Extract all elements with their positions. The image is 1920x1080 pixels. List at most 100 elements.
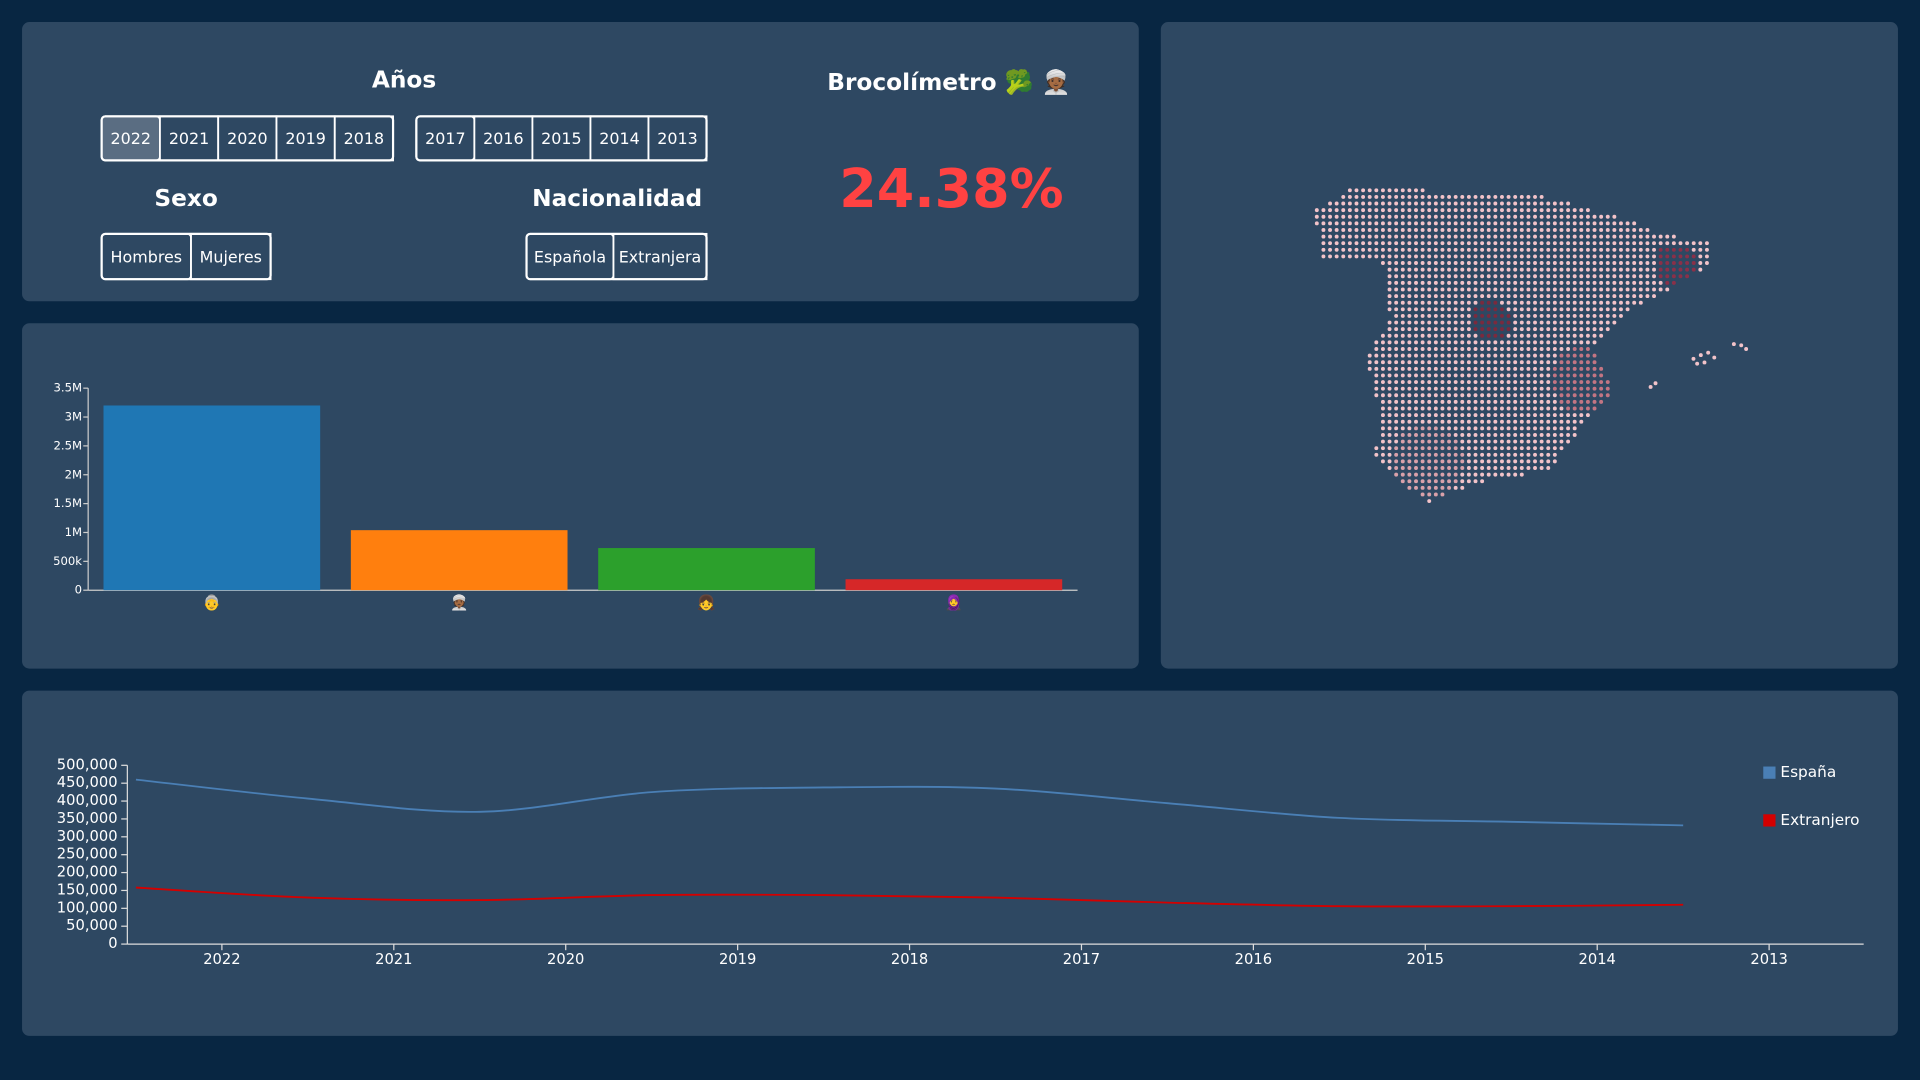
map-dot — [1440, 380, 1445, 384]
map-dot — [1407, 472, 1412, 477]
map-dot — [1427, 479, 1432, 484]
map-dot — [1433, 386, 1438, 391]
map-dot — [1440, 439, 1445, 444]
filter-button-label[interactable]: 2013 — [657, 129, 697, 148]
filter-button-label[interactable]: 2017 — [425, 129, 465, 148]
map-dot — [1605, 300, 1610, 305]
filter-button-label[interactable]: 2016 — [483, 129, 523, 148]
map-dot — [1493, 340, 1498, 345]
map-dot — [1572, 280, 1577, 285]
map-dot — [1400, 247, 1405, 252]
map-dot — [1420, 313, 1425, 318]
map-dot — [1592, 393, 1597, 398]
map-dot — [1585, 287, 1590, 292]
map-dot — [1533, 380, 1537, 384]
map-dot — [1506, 452, 1511, 457]
filter-button[interactable] — [333, 115, 394, 162]
map-dot — [1559, 333, 1564, 338]
map-dot — [1433, 360, 1438, 365]
map-dot — [1698, 261, 1703, 265]
map-dot — [1380, 373, 1385, 378]
map-dot — [1572, 234, 1577, 239]
map-dot — [1480, 340, 1485, 345]
filter-button-label[interactable]: 2021 — [169, 129, 209, 148]
map-dot — [1394, 280, 1399, 285]
map-dot — [1698, 353, 1703, 358]
map-dot — [1526, 234, 1531, 239]
map-dot — [1704, 261, 1709, 265]
map-dot — [1579, 360, 1584, 365]
map-dot — [1599, 274, 1604, 279]
map-dot — [1480, 274, 1485, 279]
filter-button-label[interactable]: 2015 — [541, 129, 581, 148]
map-dot — [1460, 267, 1465, 272]
map-dot — [1380, 452, 1385, 457]
map-dot — [1440, 280, 1445, 285]
map-dot — [1625, 228, 1630, 232]
map-dot — [1592, 380, 1597, 384]
map-dot — [1380, 221, 1385, 226]
map-dot — [1539, 287, 1544, 292]
filter-button-label[interactable]: Extranjera — [619, 247, 702, 266]
map-dot — [1619, 241, 1623, 246]
map-dot — [1500, 294, 1504, 299]
map-dot — [1374, 386, 1379, 391]
map-dot — [1420, 399, 1425, 404]
map-dot — [1394, 353, 1399, 358]
map-dot — [1526, 327, 1531, 332]
map-dot — [1394, 406, 1399, 411]
map-dot — [1513, 294, 1518, 299]
map-dot — [1407, 366, 1412, 371]
filter-button-label[interactable]: 2014 — [599, 129, 639, 148]
map-dot — [1427, 466, 1432, 470]
filter-button[interactable] — [275, 115, 336, 162]
map-dot — [1585, 294, 1590, 299]
map-dot — [1361, 241, 1366, 246]
map-dot — [1473, 307, 1478, 312]
map-dot — [1592, 353, 1597, 358]
map-dot — [1539, 300, 1544, 305]
map-dot — [1546, 267, 1551, 272]
filter-button[interactable] — [217, 115, 278, 162]
filter-button-label[interactable]: 2020 — [227, 129, 267, 148]
map-dot — [1460, 446, 1465, 451]
map-dot — [1420, 492, 1425, 497]
map-dot — [1493, 347, 1498, 351]
filter-button[interactable] — [473, 115, 534, 162]
map-dot — [1559, 241, 1564, 246]
map-dot — [1440, 406, 1445, 411]
map-dot — [1433, 274, 1438, 279]
years-title: Años — [372, 66, 436, 93]
filter-button-label[interactable]: 2018 — [344, 129, 384, 148]
map-dot — [1665, 234, 1670, 239]
map-dot — [1473, 241, 1478, 246]
filter-button-label[interactable]: 2019 — [285, 129, 325, 148]
map-dot — [1579, 333, 1584, 338]
map-dot — [1645, 287, 1650, 292]
map-dot — [1354, 241, 1359, 246]
map-dot — [1367, 366, 1372, 371]
map-dot — [1539, 234, 1544, 239]
map-dot — [1473, 194, 1478, 199]
map-dot — [1414, 194, 1418, 199]
map-dot — [1506, 214, 1511, 219]
map-dot — [1420, 234, 1425, 239]
map-dot — [1648, 384, 1653, 389]
map-dot — [1539, 466, 1544, 470]
map-dot — [1347, 221, 1352, 226]
map-dot — [1480, 221, 1485, 226]
map-dot — [1414, 254, 1418, 259]
map-dot — [1400, 466, 1405, 470]
filter-button-label[interactable]: Mujeres — [200, 247, 262, 266]
map-dot — [1367, 194, 1372, 199]
map-dot — [1500, 201, 1504, 206]
map-dot — [1420, 373, 1425, 378]
filter-button-label[interactable]: Hombres — [111, 247, 183, 266]
map-dot — [1466, 247, 1471, 252]
map-dot — [1704, 254, 1709, 259]
map-dot — [1367, 214, 1372, 219]
filter-button-label[interactable]: Española — [534, 247, 606, 266]
filter-button-label[interactable]: 2022 — [111, 129, 151, 148]
map-dot — [1493, 432, 1498, 437]
map-dot — [1500, 366, 1504, 371]
